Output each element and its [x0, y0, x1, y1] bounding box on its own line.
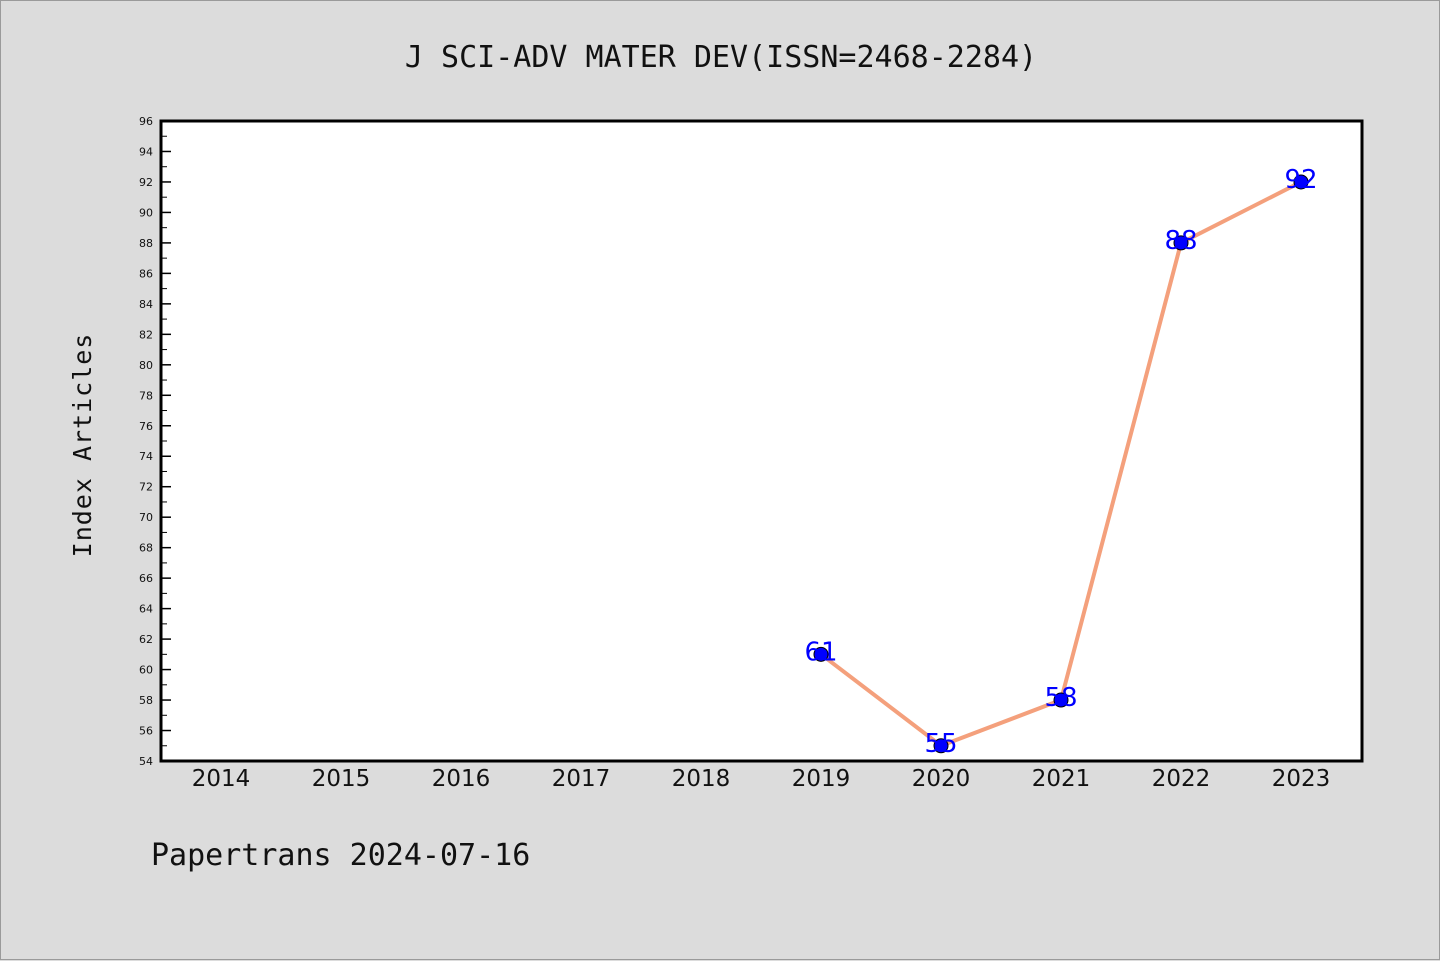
data-label: 88: [1164, 226, 1197, 256]
footer-source-date: Papertrans 2024-07-16: [151, 838, 530, 873]
x-tick-label: 2018: [672, 766, 731, 792]
y-tick-label: 60: [139, 664, 153, 677]
x-axis: 2014 2015 2016 2017 2018 2019 2020 2021 2022 2023: [192, 766, 1331, 792]
x-tick-label: 2017: [552, 766, 611, 792]
y-tick-label: 88: [139, 237, 153, 250]
y-tick-label: 80: [139, 359, 153, 372]
y-tick-label: 54: [139, 755, 153, 768]
x-tick-label: 2015: [312, 766, 371, 792]
data-label: 55: [924, 729, 957, 759]
y-tick-label: 78: [139, 389, 153, 402]
y-tick-label: 86: [139, 267, 153, 280]
y-axis: 54 56 58 60 62 64 66 68 70 72 74 76 78 80 82 84 86 88 90 92…: [139, 115, 171, 768]
x-tick-label: 2014: [192, 766, 251, 792]
y-tick-label: 72: [139, 481, 153, 494]
data-label: 92: [1284, 165, 1317, 195]
data-point: [813, 646, 829, 662]
x-tick-label: 2016: [432, 766, 491, 792]
y-tick-label: 58: [139, 694, 153, 707]
y-tick-label: 56: [139, 725, 153, 738]
y-tick-label: 92: [139, 176, 153, 189]
x-tick-label: 2022: [1152, 766, 1211, 792]
series-layer: 61 55 58 88 92: [804, 165, 1317, 759]
data-point: [1053, 692, 1069, 708]
x-tick-label: 2023: [1272, 766, 1331, 792]
data-label: 58: [1044, 683, 1077, 713]
x-tick-label: 2021: [1032, 766, 1091, 792]
y-tick-label: 62: [139, 633, 153, 646]
y-tick-label: 68: [139, 542, 153, 555]
y-tick-label: 74: [139, 450, 153, 463]
y-tick-label: 76: [139, 420, 153, 433]
data-point: [933, 738, 949, 754]
x-tick-label: 2020: [912, 766, 971, 792]
x-tick-label: 2019: [792, 766, 851, 792]
y-tick-label: 90: [139, 206, 153, 219]
data-point: [1173, 235, 1189, 251]
y-tick-label: 70: [139, 511, 153, 524]
chart-title: J SCI-ADV MATER DEV(ISSN=2468-2284): [405, 40, 1037, 75]
y-tick-label: 96: [139, 115, 153, 128]
y-tick-label: 84: [139, 298, 153, 311]
y-tick-label: 94: [139, 145, 153, 158]
y-tick-label: 64: [139, 603, 153, 616]
y-tick-label: 66: [139, 572, 153, 585]
y-axis-label: Index Articles: [68, 333, 97, 558]
data-label: 61: [804, 637, 837, 667]
y-tick-label: 82: [139, 328, 153, 341]
data-point: [1293, 174, 1309, 190]
plot-area: [159, 119, 1364, 763]
